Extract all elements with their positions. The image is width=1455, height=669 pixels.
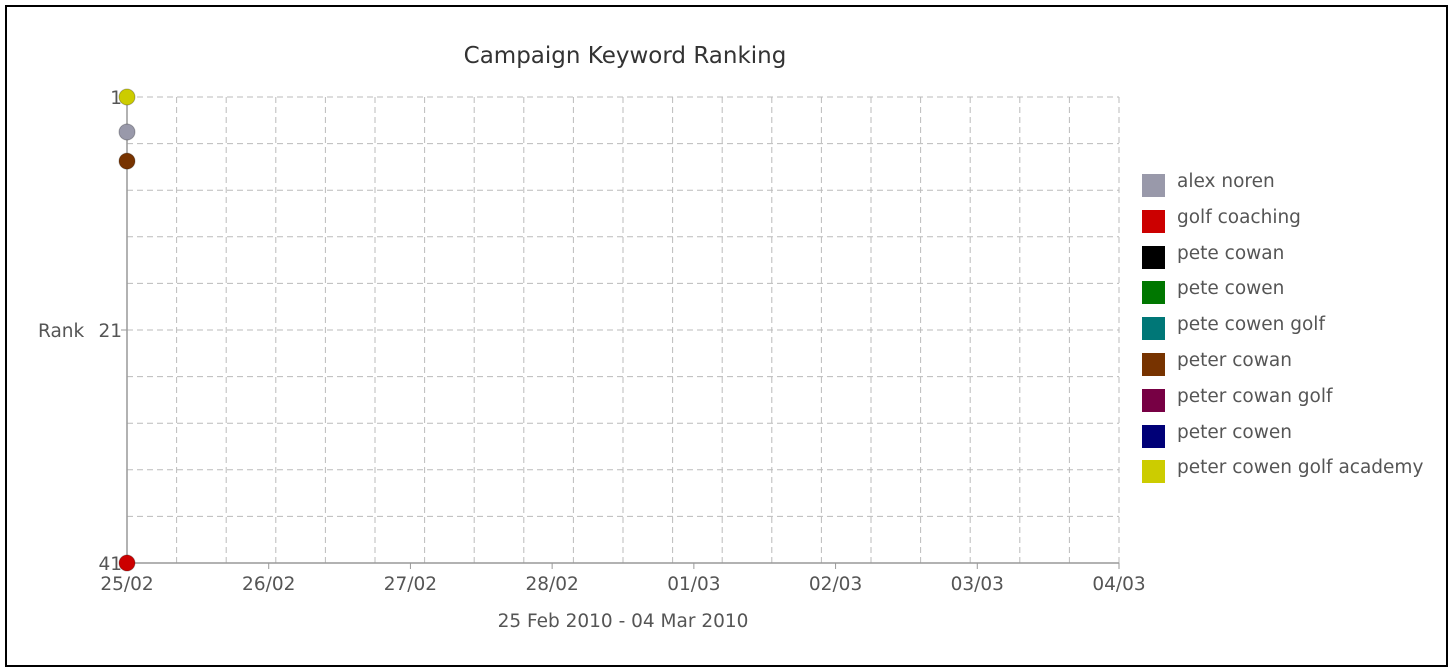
legend-swatch — [1142, 209, 1165, 233]
legend-label: pete cowen — [1177, 278, 1285, 300]
legend-label: peter cowen golf academy — [1177, 457, 1424, 479]
legend-swatch — [1142, 424, 1165, 448]
y-tick-label: 41 — [98, 554, 122, 575]
x-tick-label: 26/02 — [242, 574, 295, 595]
legend-swatch — [1142, 352, 1165, 376]
x-tick-label: 25/02 — [100, 574, 153, 595]
x-tick-label: 04/03 — [1092, 574, 1145, 595]
y-tick-label: 21 — [98, 321, 122, 342]
legend-swatch — [1142, 388, 1165, 412]
y-tick-label: 1 — [110, 88, 122, 109]
x-tick-label: 02/03 — [809, 574, 862, 595]
chart-frame — [5, 5, 1448, 667]
x-tick-label: 01/03 — [667, 574, 720, 595]
data-point — [118, 152, 136, 170]
data-point — [118, 554, 136, 572]
x-tick-label: 28/02 — [525, 574, 578, 595]
legend-swatch — [1142, 281, 1165, 305]
legend-label: pete cowan — [1177, 242, 1285, 264]
legend-swatch — [1142, 174, 1165, 197]
x-tick-label: 27/02 — [384, 574, 437, 595]
data-points — [118, 88, 136, 572]
chart-title: Campaign Keyword Ranking — [463, 43, 787, 69]
y-axis-label: Rank — [38, 321, 85, 342]
x-ticks: 25/02 26/02 27/02 28/02 01/03 02/03 03/03 04/03 — [100, 563, 1146, 595]
legend-label: peter cowan golf — [1177, 385, 1333, 407]
grid-lines — [127, 96, 1120, 563]
legend-swatch — [1142, 245, 1165, 269]
x-axis-label: 25 Feb 2010 - 04 Mar 2010 — [498, 611, 749, 632]
x-tick-label: 03/03 — [951, 574, 1004, 595]
data-point — [118, 88, 136, 106]
legend-swatch — [1142, 460, 1165, 484]
legend-label: golf coaching — [1177, 206, 1301, 228]
legend-swatch — [1142, 317, 1165, 341]
legend-label: alex noren — [1177, 171, 1275, 192]
data-point — [118, 123, 136, 141]
legend-label: pete cowen golf — [1177, 314, 1325, 336]
legend-label: peter cowen — [1177, 421, 1292, 443]
legend-label: peter cowan — [1177, 349, 1292, 371]
